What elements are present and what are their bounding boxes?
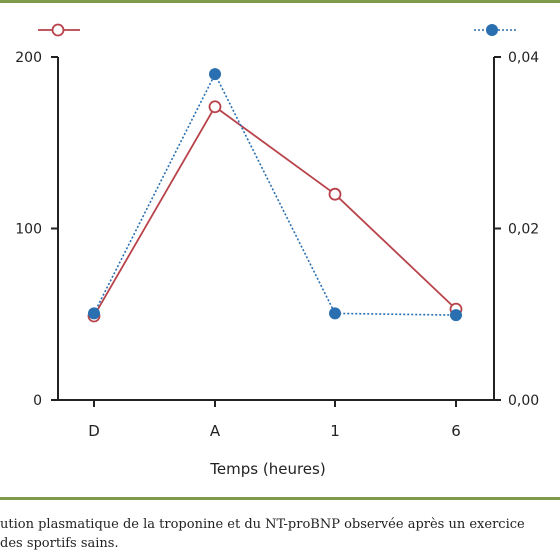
left-y-tick-label: 0 [33,393,42,409]
frame-top-rule [0,0,560,3]
caption-line-1: ution plasmatique de la troponine et du … [0,517,525,532]
troponin-point [208,100,222,114]
right-y-tick-label: 0,02 [508,222,539,238]
troponin-line [93,105,457,317]
x-tick-label: 6 [451,422,461,440]
left-y-tick-label: 100 [15,222,42,238]
ntprobnp-point [88,307,100,320]
x-tick-label: D [88,422,100,440]
legend-troponin-marker [51,23,65,37]
ntprobnp-point [450,309,462,322]
x-axis-label: Temps (heures) [209,460,325,478]
left-y-tick-label: 200 [15,50,42,66]
series-layer [87,68,463,323]
axes: 0 100 200 0,00 0,02 0,04 D A 1 6 [15,50,539,440]
frame-bottom-rule [0,497,560,500]
legend [38,23,516,37]
figure-caption: ution plasmatique de la troponine et du … [0,515,560,553]
x-tick-label: A [210,422,221,440]
caption-line-2: des sportifs sains. [0,536,119,551]
troponin-point [328,187,342,201]
ntprobnp-point [209,68,221,81]
right-y-tick-label: 0,04 [508,50,539,66]
legend-ntprobnp-marker [486,24,498,36]
ntprobnp-point [329,307,341,320]
chart: 0 100 200 0,00 0,02 0,04 D A 1 6 Temps (heures) [15,23,539,478]
ntprobnp-line [93,72,457,316]
right-y-tick-label: 0,00 [508,393,539,409]
x-tick-label: 1 [330,422,340,440]
